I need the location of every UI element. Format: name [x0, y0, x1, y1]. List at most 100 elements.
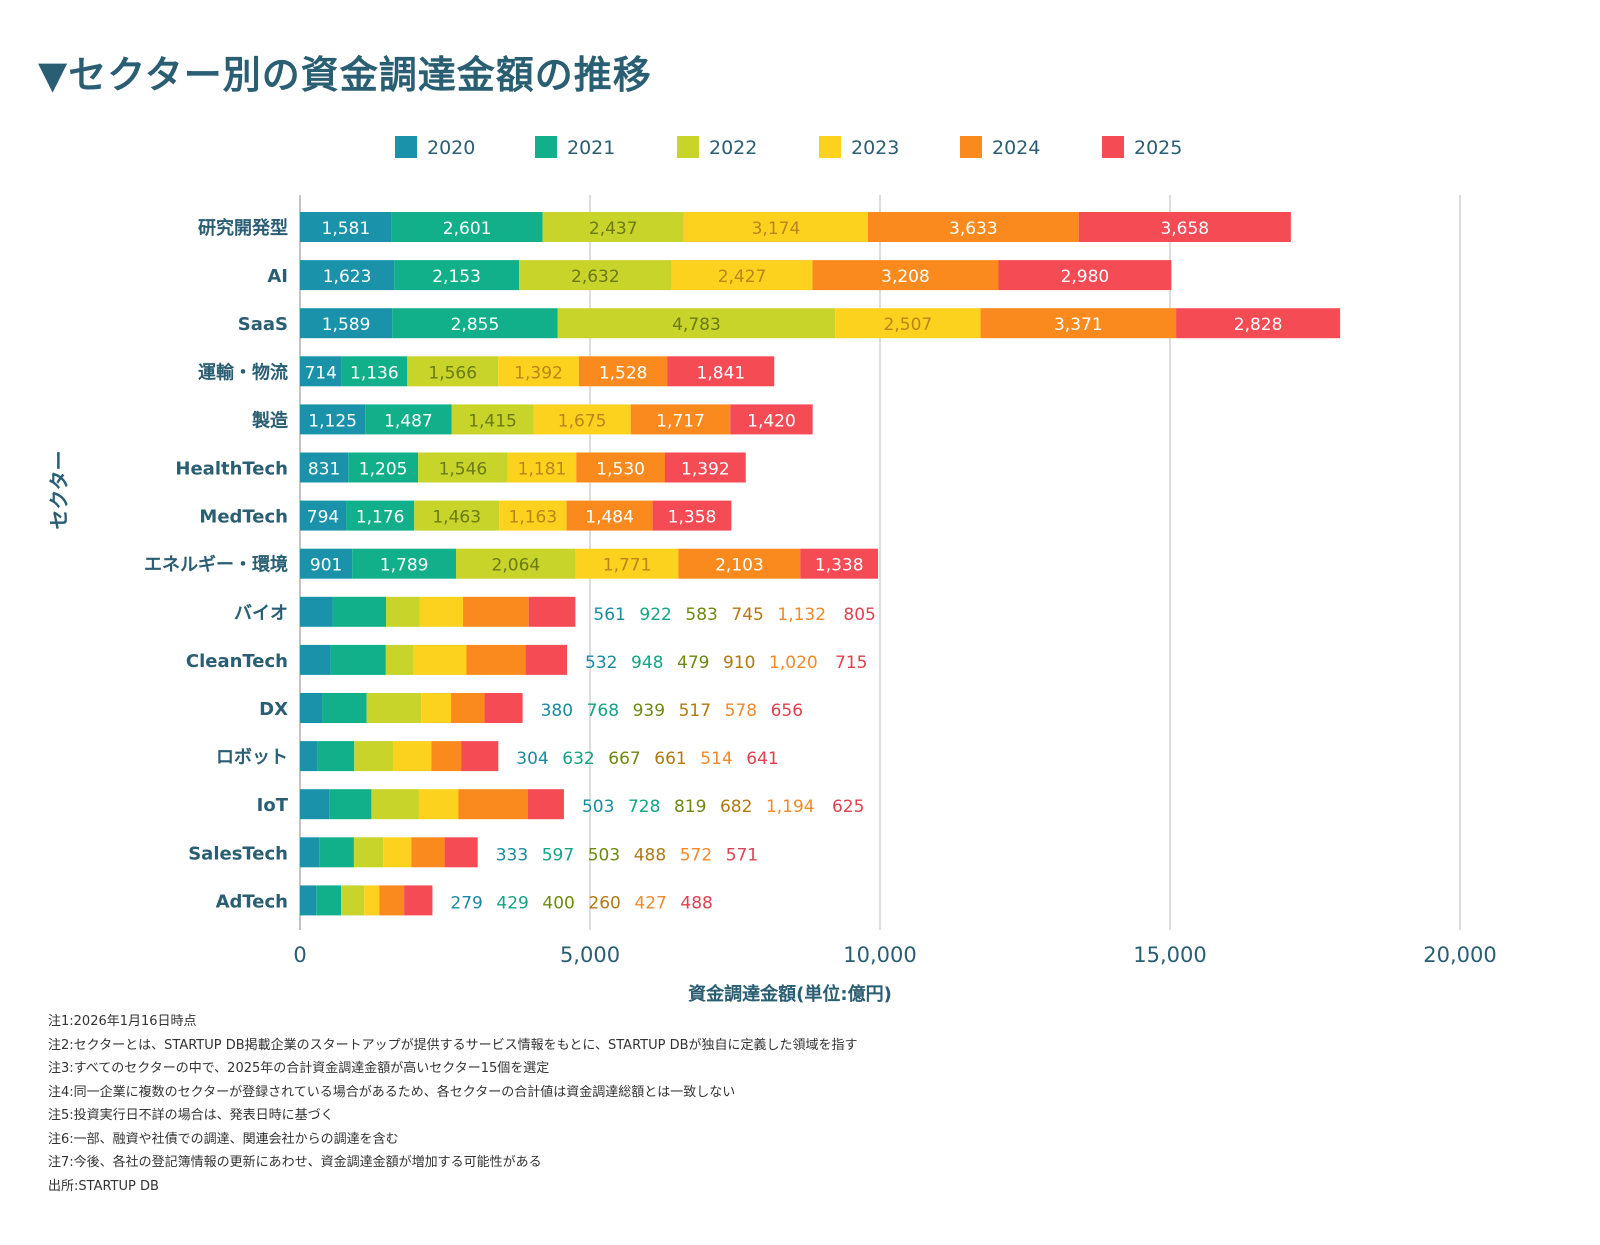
bar-segment [300, 308, 393, 339]
bar-segment [366, 693, 422, 723]
bar-segment [330, 644, 386, 675]
data-label: 632 [562, 749, 594, 769]
data-label: 901 [310, 556, 342, 576]
bar-segment [533, 404, 631, 435]
bar-segment [664, 452, 746, 483]
data-label: 488 [680, 893, 712, 913]
bar-segment [300, 452, 349, 483]
bar-segment [800, 548, 879, 579]
data-label: 1,841 [697, 363, 746, 383]
data-label: 1,181 [518, 460, 567, 480]
category-label: CleanTech [186, 651, 288, 672]
bar-segment [353, 837, 384, 868]
bar-segment [444, 837, 478, 868]
data-label: 479 [677, 653, 709, 673]
legend-label: 2022 [709, 137, 757, 159]
data-label: 641 [746, 749, 778, 769]
bar-segment [300, 693, 323, 723]
data-label: 682 [720, 797, 752, 817]
bar-segment [391, 212, 543, 242]
bar-segment [316, 885, 342, 916]
data-label: 572 [680, 845, 712, 865]
bar-segment [414, 500, 500, 531]
note-line: 出所:STARTUP DB [48, 1178, 159, 1194]
data-label: 488 [634, 845, 666, 865]
bar-segment [451, 404, 534, 435]
bar-segment [300, 741, 318, 772]
bar-segment [300, 644, 331, 675]
bar-segment [300, 404, 366, 435]
bar-segment [683, 212, 868, 242]
data-label: 1,163 [509, 508, 558, 528]
bar-segment [463, 596, 529, 627]
bar-segment [332, 596, 387, 627]
category-label: SaaS [238, 314, 288, 335]
data-label: 571 [726, 845, 758, 865]
notes: 注1:2026年1月16日時点 注2:セクターとは、STARTUP DB掲載企業の… [48, 1010, 858, 1198]
data-label: 561 [593, 605, 625, 625]
data-label: 2,980 [1061, 267, 1110, 287]
bar-segment [812, 260, 999, 291]
data-label: 3,174 [752, 219, 801, 239]
category-label: ロボット [216, 747, 288, 768]
data-label: 400 [542, 893, 574, 913]
data-label: 503 [582, 797, 614, 817]
data-label: 514 [700, 749, 732, 769]
bar-segment [667, 356, 775, 387]
bar-segment [300, 837, 320, 868]
data-label: 1,205 [359, 460, 408, 480]
bar-segment [419, 596, 464, 627]
bar-segment [300, 212, 392, 242]
note-line: 注7:今後、各社の登記簿情報の更新にあわせ、資金調達金額が増加する可能性がある [48, 1155, 542, 1170]
bar-segment [456, 548, 576, 579]
category-label: AdTech [216, 891, 288, 912]
x-tick-label: 10,000 [843, 943, 916, 967]
bar-segment [542, 212, 684, 242]
note-line: 注1:2026年1月16日時点 [48, 1014, 197, 1029]
data-label: 656 [771, 701, 803, 721]
data-label: 1,463 [432, 508, 481, 528]
data-label: 1,392 [681, 460, 730, 480]
data-label: 1,589 [322, 315, 371, 335]
bar-segment [300, 260, 395, 291]
bar-segment [527, 789, 564, 820]
bar-segment [998, 260, 1172, 291]
bar-segment [557, 308, 836, 339]
x-tick-label: 5,000 [560, 943, 620, 967]
legend-label: 2021 [567, 137, 615, 159]
data-label: 2,427 [718, 267, 767, 287]
data-label: 1,530 [596, 460, 645, 480]
bar-segment [528, 596, 576, 627]
data-label: 948 [631, 653, 663, 673]
data-label: 2,437 [589, 219, 638, 239]
data-label: 1,358 [668, 508, 717, 528]
bar-segment [352, 548, 457, 579]
bar-segment [322, 693, 367, 723]
data-label: 831 [308, 460, 340, 480]
data-label: 583 [685, 605, 717, 625]
data-label: 1,484 [585, 508, 634, 528]
data-label: 2,828 [1234, 315, 1283, 335]
bar-segment [404, 885, 433, 916]
category-label: IoT [257, 795, 289, 816]
bar-segment [300, 500, 347, 531]
category-label: AI [267, 266, 288, 287]
data-label: 661 [654, 749, 686, 769]
data-label: 304 [516, 749, 548, 769]
legend-label: 2023 [851, 137, 899, 159]
chart-title: ▼セクター別の資金調達金額の推移 [38, 53, 652, 97]
data-label: 1,392 [514, 363, 563, 383]
bar-segment [484, 693, 523, 723]
bar-segment [835, 308, 981, 339]
data-label: 2,632 [571, 267, 620, 287]
bar-segment [385, 644, 414, 675]
data-label: 503 [588, 845, 620, 865]
bar-segment [466, 644, 526, 675]
bar-segment [671, 260, 813, 291]
data-label: 794 [307, 508, 339, 528]
data-label: 1,528 [599, 363, 648, 383]
bar-segment [371, 789, 419, 820]
category-label: SalesTech [188, 843, 288, 864]
category-label: バイオ [234, 603, 288, 624]
